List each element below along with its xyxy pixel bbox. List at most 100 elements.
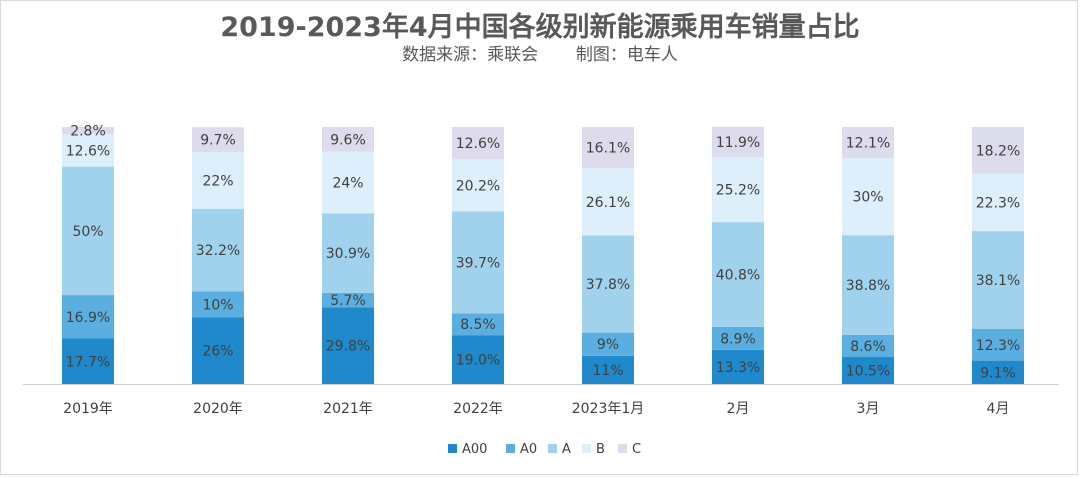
data-label-c-1: 9.7% [200, 133, 236, 149]
bar-segment-a00-4 [582, 355, 634, 384]
bar-segment-b-0 [62, 134, 114, 167]
data-label-a0-3: 8.5% [460, 317, 496, 333]
legend-label-a: A [562, 442, 571, 457]
legend-swatch-b [582, 444, 591, 453]
data-label-a0-7: 12.3% [976, 338, 1020, 354]
legend-label-c: C [632, 442, 641, 457]
data-label-a0-1: 10% [202, 297, 233, 313]
data-label-a00-6: 10.5% [846, 364, 890, 380]
chart-subtitle: 数据来源：乘联会 制图：电车人 [402, 45, 678, 65]
bar-segment-a-1 [192, 208, 244, 292]
bar-segment-a-4 [582, 235, 634, 333]
data-label-a0-0: 16.9% [66, 310, 110, 326]
bar-segment-a00-6 [842, 357, 894, 384]
bar-segment-c-7 [972, 127, 1024, 174]
data-label-a00-3: 19.0% [456, 353, 500, 369]
bar-segment-c-0 [62, 127, 114, 135]
bar-segment-a0-5 [712, 326, 764, 350]
bar-segment-a0-1 [192, 291, 244, 318]
x-tick-label-0: 2019年 [63, 401, 113, 417]
bar-segment-a-0 [62, 166, 114, 296]
data-label-c-7: 18.2% [976, 143, 1020, 159]
data-label-a00-0: 17.7% [66, 354, 110, 370]
bar-segment-a00-3 [452, 335, 504, 384]
bar-segment-a-5 [712, 222, 764, 327]
data-label-b-3: 20.2% [456, 178, 500, 194]
x-tick-label-1: 2020年 [193, 401, 243, 417]
chart-title: 2019-2023年4月中国各级别新能源乘用车销量占比 [220, 12, 860, 43]
data-label-a-6: 38.8% [846, 278, 890, 294]
bar-segment-a00-1 [192, 317, 244, 384]
bar-segment-b-2 [322, 151, 374, 214]
bar-segment-a00-2 [322, 307, 374, 384]
legend-label-a0: A0 [520, 442, 537, 457]
bar-segment-a00-7 [972, 360, 1024, 384]
x-tick-label-5: 2月 [727, 401, 750, 417]
data-label-c-0: 2.8% [70, 124, 106, 140]
bar-segment-a0-7 [972, 329, 1024, 361]
bar-segment-a00-5 [712, 349, 764, 384]
data-label-a0-4: 9% [597, 337, 619, 353]
data-label-a00-4: 11% [592, 363, 623, 379]
x-tick-label-2: 2021年 [323, 401, 373, 417]
data-label-b-2: 24% [332, 176, 363, 192]
bar-segment-c-6 [842, 127, 894, 159]
x-tick-label-4: 2023年1月 [572, 401, 645, 417]
data-label-b-0: 12.6% [66, 143, 110, 159]
data-label-a00-2: 29.8% [326, 339, 370, 355]
bar-segment-a-3 [452, 211, 504, 314]
legend-label-a00: A00 [462, 442, 487, 457]
x-tick-label-6: 3月 [857, 401, 880, 417]
bar-segment-b-3 [452, 159, 504, 212]
data-label-c-4: 16.1% [586, 141, 630, 157]
bar-segment-a0-2 [322, 292, 374, 308]
bar-segment-c-5 [712, 126, 764, 158]
data-label-b-1: 22% [202, 173, 233, 189]
bar-segment-b-7 [972, 173, 1024, 232]
legend-swatch-a0 [506, 444, 515, 453]
data-label-c-6: 12.1% [846, 136, 890, 152]
data-label-a-3: 39.7% [456, 255, 500, 271]
bar-segment-c-3 [452, 127, 504, 160]
legend-swatch-a [548, 444, 557, 453]
bar-segment-a0-0 [62, 295, 114, 339]
data-label-a0-5: 8.9% [720, 331, 756, 347]
data-label-a-5: 40.8% [716, 268, 760, 284]
data-label-c-5: 11.9% [716, 135, 760, 151]
bar-segment-a-7 [972, 231, 1024, 330]
x-axis-labels: 2019年 2020年 2021年 2022年 2023年1月 2月 3月 4月 [63, 401, 1009, 417]
data-label-a00-5: 13.3% [716, 360, 760, 376]
x-tick-label-3: 2022年 [453, 401, 503, 417]
bar-segment-b-4 [582, 168, 634, 236]
bar-segment-a0-4 [582, 332, 634, 356]
data-label-a-7: 38.1% [976, 273, 1020, 289]
bar-segment-b-6 [842, 158, 894, 236]
bar-segment-a-2 [322, 213, 374, 293]
bar-segment-a0-6 [842, 334, 894, 358]
data-label-a-1: 32.2% [196, 243, 240, 259]
data-label-a00-1: 26% [202, 344, 233, 360]
data-label-a-4: 37.8% [586, 277, 630, 293]
data-label-b-6: 30% [852, 190, 883, 206]
bar-segment-b-1 [192, 152, 244, 209]
data-label-a0-2: 5.7% [330, 293, 366, 309]
data-label-b-5: 25.2% [716, 183, 760, 199]
data-label-b-4: 26.1% [586, 195, 630, 211]
bar-segment-a00-0 [62, 338, 114, 384]
data-label-a-2: 30.9% [326, 246, 370, 262]
legend: A00 A0 A B C [448, 442, 641, 457]
data-label-b-7: 22.3% [976, 195, 1020, 211]
bar-segment-c-2 [322, 127, 374, 152]
legend-label-b: B [596, 442, 605, 457]
data-label-a00-7: 9.1% [980, 365, 1016, 381]
x-tick-label-7: 4月 [987, 401, 1010, 417]
data-label-a0-6: 8.6% [850, 339, 886, 355]
bar-segment-a0-3 [452, 313, 504, 336]
bar-segment-a-6 [842, 235, 894, 335]
data-label-a-0: 50% [72, 224, 103, 240]
bar-segment-c-1 [192, 127, 244, 153]
data-label-c-2: 9.6% [330, 132, 366, 148]
legend-swatch-a00 [448, 444, 457, 453]
